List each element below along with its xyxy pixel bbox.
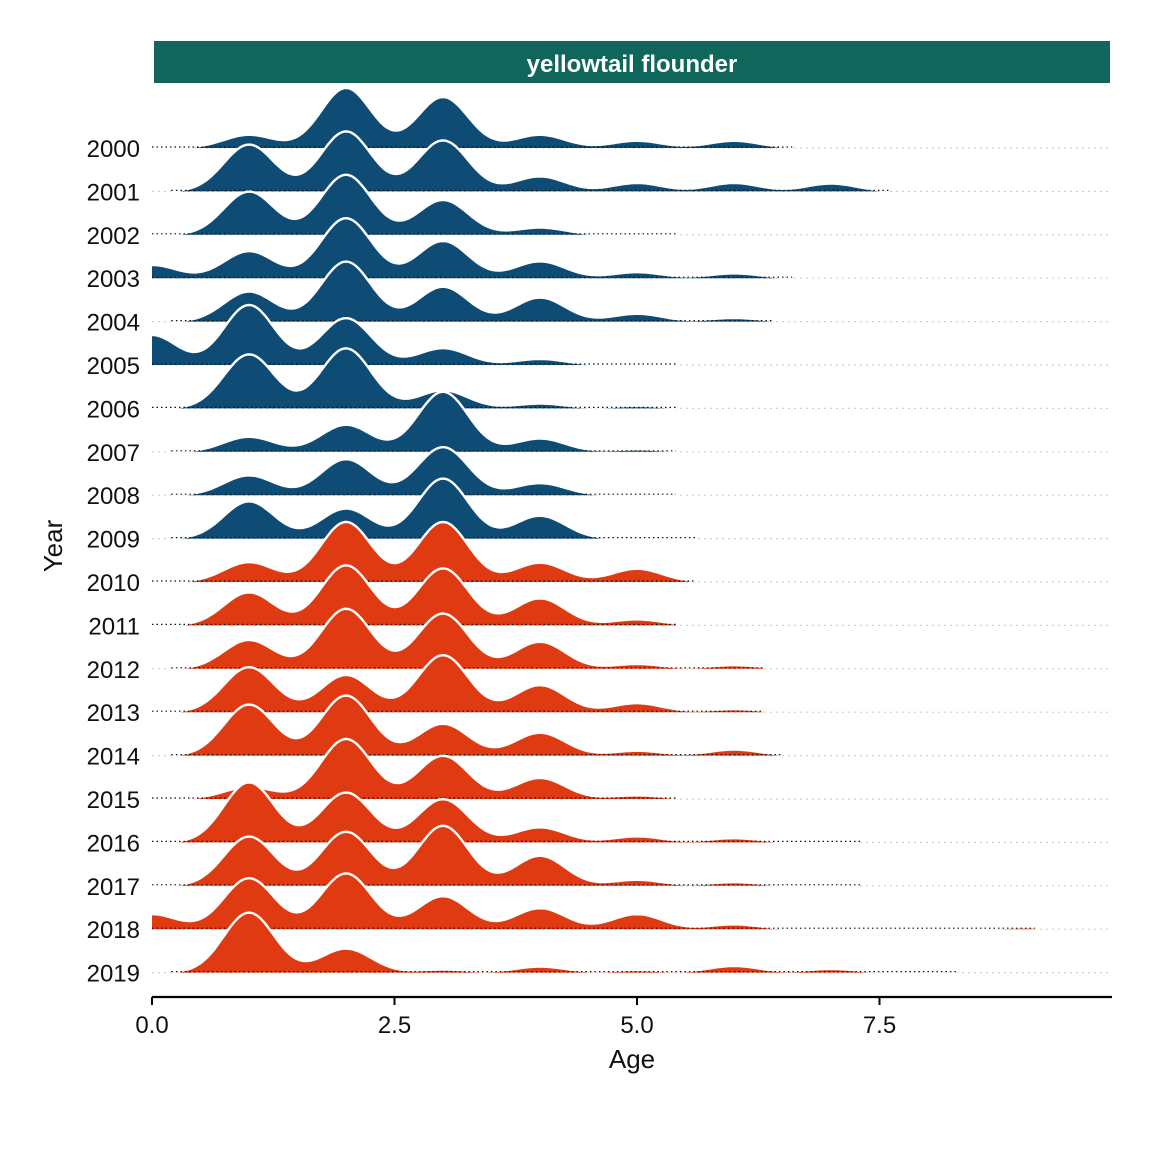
ridge-outline-2019 — [171, 911, 958, 974]
ridge-area-2017 — [152, 825, 861, 886]
ridge-2013 — [152, 654, 764, 714]
ridge-outline-2004 — [171, 260, 773, 323]
x-tick-label-2: 5.0 — [620, 1012, 653, 1039]
ridge-2017 — [152, 824, 861, 887]
ridge-area-2000 — [152, 88, 793, 148]
y-tick-label-2013: 2013 — [87, 700, 140, 727]
ridge-area-2015 — [152, 739, 676, 799]
y-tick-label-2009: 2009 — [87, 527, 140, 554]
ridge-2010 — [152, 520, 696, 584]
y-tick-label-2001: 2001 — [87, 179, 140, 206]
ridges — [151, 86, 1035, 974]
ridge-area-2018 — [152, 873, 1035, 930]
y-axis-title: Year — [38, 519, 68, 572]
ridge-2000 — [152, 86, 793, 150]
ridge-area-2013 — [152, 655, 764, 713]
ridge-outline-2003 — [151, 217, 793, 280]
ridge-area-2002 — [152, 174, 676, 235]
y-tick-label-2003: 2003 — [87, 266, 140, 293]
ridge-outline-2016 — [151, 781, 861, 844]
facet-strip: yellowtail flounder — [152, 39, 1112, 85]
y-tick-label-2005: 2005 — [87, 353, 140, 380]
ridge-area-2006 — [152, 348, 676, 409]
y-tick-label-2002: 2002 — [87, 223, 140, 250]
ridge-area-2010 — [152, 522, 696, 582]
y-tick-label-2008: 2008 — [87, 483, 140, 510]
ridge-outline-2012 — [171, 607, 764, 670]
ridge-2005 — [151, 303, 676, 367]
ridge-2012 — [171, 607, 764, 670]
facet-strip-label: yellowtail flounder — [527, 51, 738, 78]
x-tick-label-1: 2.5 — [378, 1012, 411, 1039]
ridge-area-2007 — [171, 391, 676, 452]
ridge-outline-2018 — [151, 872, 1035, 931]
y-tick-label-2007: 2007 — [87, 440, 140, 467]
ridge-outline-2008 — [171, 446, 676, 497]
ridge-area-2005 — [152, 305, 676, 365]
ridge-2019 — [171, 911, 958, 974]
ridge-2006 — [152, 347, 676, 410]
y-tick-label-2018: 2018 — [87, 917, 140, 944]
ridge-outline-2010 — [152, 520, 696, 584]
ridge-outline-2011 — [152, 564, 676, 627]
y-tick-label-2014: 2014 — [87, 744, 140, 771]
ridge-area-2009 — [171, 478, 696, 539]
ridge-outline-2013 — [152, 654, 764, 714]
x-axis: 0.0 2.5 5.0 7.5 — [135, 995, 1112, 1039]
y-tick-label-2004: 2004 — [87, 310, 140, 337]
ridge-2014 — [171, 694, 783, 757]
ridge-area-2008 — [171, 447, 676, 496]
ridge-outline-2014 — [171, 694, 783, 757]
x-tick-label-3: 7.5 — [863, 1012, 896, 1039]
y-tick-label-2017: 2017 — [87, 874, 140, 901]
ridge-2004 — [171, 260, 773, 323]
ridge-area-2019 — [171, 912, 958, 973]
x-tick-label-0: 0.0 — [135, 1012, 168, 1039]
ridge-outline-2007 — [171, 390, 676, 453]
ridge-outline-2017 — [152, 824, 861, 887]
ridge-2018 — [151, 872, 1035, 931]
ridge-area-2016 — [152, 782, 861, 843]
facet-strip-background — [152, 39, 1112, 85]
ridge-outline-2000 — [152, 86, 793, 150]
ridge-area-2012 — [171, 608, 764, 669]
ridge-2003 — [151, 217, 793, 280]
ridge-area-2004 — [171, 261, 773, 322]
x-axis-title: Age — [609, 1044, 655, 1074]
ridge-area-2003 — [152, 218, 793, 279]
ridge-area-2014 — [171, 695, 783, 756]
y-tick-label-2011: 2011 — [88, 613, 140, 640]
ridge-2011 — [152, 564, 676, 627]
y-tick-label-2015: 2015 — [87, 787, 140, 814]
y-tick-label-2000: 2000 — [87, 136, 140, 163]
y-tick-label-2012: 2012 — [87, 657, 140, 684]
y-tick-label-2019: 2019 — [87, 961, 140, 988]
y-axis-labels: 2000 2001 2002 2003 2004 2005 2006 2007 2008 2009… — [87, 136, 140, 988]
ridge-2007 — [171, 390, 676, 453]
ridge-outline-2001 — [171, 130, 890, 193]
y-tick-label-2006: 2006 — [87, 396, 140, 423]
ridge-2016 — [151, 781, 861, 844]
ridge-2002 — [152, 173, 676, 236]
y-tick-label-2016: 2016 — [87, 830, 140, 857]
y-tick-label-2010: 2010 — [87, 570, 140, 597]
